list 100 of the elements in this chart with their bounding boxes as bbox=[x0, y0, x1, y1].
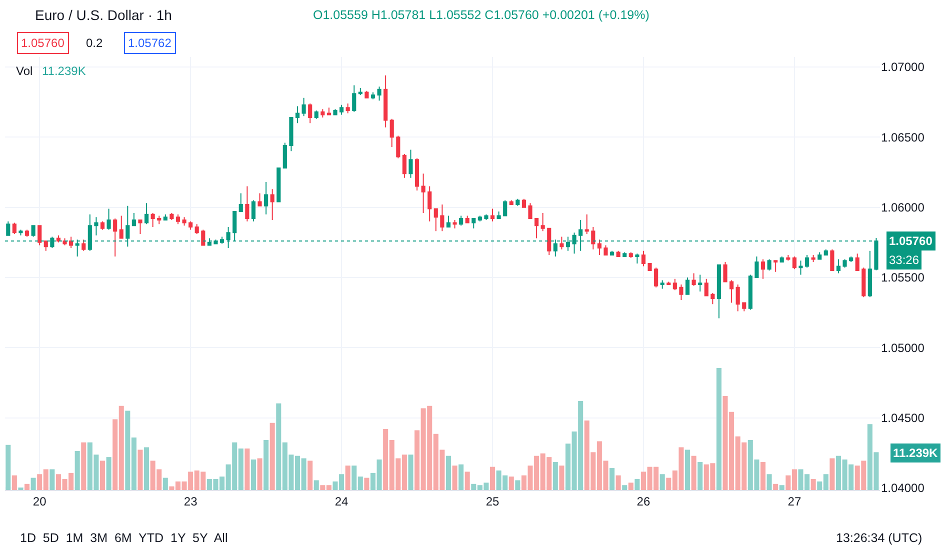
candlestick bbox=[540, 212, 545, 232]
candlestick bbox=[685, 277, 690, 295]
candlestick bbox=[358, 88, 362, 96]
bar bbox=[810, 479, 816, 490]
candlestick bbox=[106, 208, 111, 230]
candlestick bbox=[679, 284, 684, 300]
x-tick-label: 24 bbox=[334, 494, 349, 508]
bar bbox=[74, 450, 80, 490]
candlestick bbox=[490, 208, 495, 222]
candlestick bbox=[824, 248, 828, 256]
bar bbox=[12, 475, 17, 490]
candlestick bbox=[547, 228, 552, 256]
bar bbox=[716, 368, 722, 490]
text: 1.05762 bbox=[128, 36, 172, 50]
candlestick bbox=[522, 198, 526, 208]
candlestick bbox=[528, 202, 532, 220]
y-tick-label: 1.04500 bbox=[881, 411, 925, 426]
x-tick-label: 26 bbox=[636, 494, 650, 508]
y-tick-label: 1.06500 bbox=[881, 130, 925, 144]
candlestick bbox=[421, 173, 426, 214]
candlestick bbox=[472, 218, 476, 229]
y-tick-label: 1.05500 bbox=[881, 270, 925, 285]
candlestick bbox=[308, 102, 312, 124]
candlestick bbox=[842, 258, 847, 268]
bar bbox=[760, 462, 766, 490]
text: 0.2 bbox=[86, 36, 104, 50]
candlestick bbox=[377, 86, 382, 102]
candlestick bbox=[12, 222, 16, 234]
candlestick bbox=[170, 212, 174, 220]
candlestick bbox=[516, 198, 520, 206]
y-tick-label: 1.04000 bbox=[881, 481, 925, 496]
candlestick bbox=[591, 226, 596, 250]
candlestick bbox=[635, 253, 640, 264]
candlestick bbox=[855, 253, 860, 271]
bar bbox=[766, 474, 772, 490]
candlestick bbox=[723, 262, 728, 282]
candlestick bbox=[616, 250, 620, 257]
text: 1.05760 bbox=[21, 36, 65, 50]
bar bbox=[458, 464, 464, 490]
candlestick bbox=[560, 236, 564, 250]
candlestick bbox=[302, 97, 306, 117]
candlestick bbox=[69, 236, 74, 249]
candlestick bbox=[163, 214, 168, 220]
candlestick bbox=[100, 220, 105, 230]
candlestick bbox=[774, 260, 778, 272]
candlestick bbox=[597, 239, 602, 256]
text: 33:26 bbox=[889, 253, 920, 267]
annotation: Vol bbox=[16, 64, 33, 78]
candlestick bbox=[94, 216, 98, 236]
candlestick bbox=[446, 215, 451, 228]
candlestick bbox=[622, 252, 627, 257]
bar bbox=[628, 482, 634, 490]
candlestick bbox=[736, 284, 740, 312]
bar bbox=[515, 480, 520, 490]
bar bbox=[244, 448, 250, 490]
candlestick bbox=[31, 225, 36, 238]
candlestick bbox=[176, 214, 180, 225]
candlestick bbox=[804, 254, 810, 268]
candlestick bbox=[245, 186, 250, 222]
candlestick bbox=[748, 274, 752, 310]
bar bbox=[559, 466, 564, 490]
candlestick bbox=[132, 212, 136, 226]
candlestick bbox=[150, 212, 155, 228]
text: O1.05559 H1.05781 L1.05552 C1.05760 +0.00201 (+0.19%) bbox=[313, 8, 650, 22]
bar bbox=[622, 485, 628, 490]
candlestick bbox=[648, 262, 652, 271]
bar bbox=[610, 468, 615, 490]
bar bbox=[81, 442, 86, 490]
bar bbox=[6, 444, 11, 490]
candlestick bbox=[610, 250, 614, 256]
candlestick bbox=[440, 204, 444, 232]
bar bbox=[698, 462, 703, 490]
candlestick bbox=[408, 149, 413, 178]
candlestick bbox=[194, 224, 199, 234]
candlestick bbox=[346, 102, 350, 114]
bar bbox=[464, 472, 470, 490]
candlestick bbox=[792, 256, 796, 270]
bar bbox=[162, 478, 168, 490]
candlestick bbox=[370, 92, 376, 100]
candlestick bbox=[459, 215, 464, 226]
candlestick bbox=[710, 292, 715, 305]
annotation: 11.239K bbox=[42, 64, 86, 78]
candlestick bbox=[333, 108, 338, 116]
chart-title: Euro / U.S. Dollar · 1h bbox=[35, 6, 172, 23]
candlestick bbox=[503, 200, 508, 216]
candlestick bbox=[604, 244, 608, 256]
candlestick bbox=[24, 229, 30, 238]
candlestick bbox=[238, 192, 243, 212]
bar bbox=[314, 480, 319, 490]
candlestick bbox=[18, 229, 23, 236]
candlestick bbox=[326, 107, 331, 116]
candlestick bbox=[509, 200, 514, 206]
candlestick bbox=[660, 280, 664, 290]
ref-line-label: 1.05760 bbox=[889, 234, 933, 248]
bar bbox=[660, 474, 665, 490]
bar bbox=[250, 460, 256, 490]
candlestick bbox=[414, 158, 420, 191]
bar bbox=[257, 458, 262, 490]
candlestick bbox=[534, 218, 539, 239]
candlestick bbox=[704, 278, 708, 296]
